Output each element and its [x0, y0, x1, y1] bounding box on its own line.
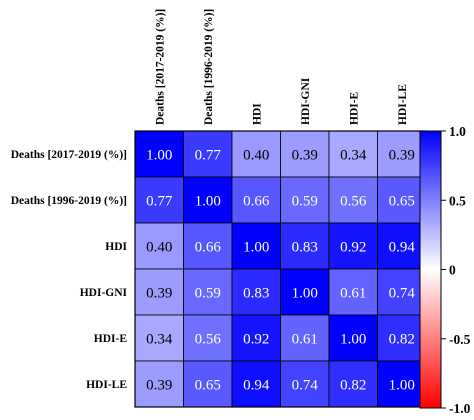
- cell-value-label: 0.34: [340, 148, 367, 164]
- heatmap-cell: [183, 176, 233, 224]
- heatmap-cell: [377, 360, 427, 408]
- heatmap-cell: [231, 268, 281, 316]
- colorbar-tick-label: 0.5: [449, 193, 466, 208]
- column-label: Deaths [1996-2019 (%)]: [203, 9, 215, 125]
- heatmap-cell: [328, 222, 378, 270]
- colorbar-tick-label: -0.5: [449, 332, 471, 347]
- row-label: HDI-LE: [86, 379, 127, 391]
- row-label: HDI-E: [94, 333, 128, 345]
- cell-value-label: 0.66: [195, 240, 222, 256]
- cell-value-label: 0.59: [292, 194, 318, 210]
- cell-value-label: 0.40: [243, 148, 269, 164]
- column-label: HDI-E: [348, 91, 360, 125]
- heatmap-cell: [134, 130, 184, 178]
- heatmap-cell: [134, 360, 184, 408]
- cell-value-label: 0.92: [243, 332, 269, 348]
- cell-value-label: 0.82: [389, 332, 415, 348]
- cell-value-label: 0.56: [195, 332, 222, 348]
- cell-value-label: 0.65: [389, 194, 415, 210]
- cell-value-label: 0.39: [292, 148, 318, 164]
- row-label: Deaths [2017-2019 (%)]: [11, 149, 127, 161]
- heatmap-cell: [280, 268, 330, 316]
- heatmap-cell: [280, 176, 330, 224]
- cell-value-label: 0.83: [243, 286, 269, 302]
- cell-value-label: 1.00: [146, 148, 172, 164]
- cell-value-label: 1.00: [243, 240, 269, 256]
- cell-value-label: 0.66: [243, 194, 270, 210]
- column-label: Deaths [2017-2019 (%)]: [154, 9, 166, 125]
- cell-value-label: 0.77: [146, 194, 173, 210]
- cell-value-label: 0.40: [146, 240, 172, 256]
- heatmap-cells: 1.00 0.77 0.40 0.39 0.34 0.39 0.77 1.00 0.66 0.59…: [134, 130, 427, 408]
- heatmap-cell: [280, 222, 330, 270]
- cell-value-label: 0.61: [292, 332, 318, 348]
- cell-value-label: 0.74: [389, 286, 416, 302]
- heatmap-cell: [134, 268, 184, 316]
- cell-value-label: 1.00: [389, 378, 415, 394]
- cell-value-label: 0.65: [195, 378, 221, 394]
- heatmap-cell: [377, 130, 427, 178]
- column-label: HDI-LE: [397, 84, 409, 125]
- cell-value-label: 1.00: [340, 332, 366, 348]
- cell-value-label: 0.61: [340, 286, 366, 302]
- column-labels: Deaths [2017-2019 (%)] Deaths [1996-2019 …: [154, 9, 409, 125]
- cell-value-label: 0.39: [146, 378, 172, 394]
- colorbar-tick-label: 1.0: [449, 124, 466, 139]
- heatmap-cell: [280, 314, 330, 362]
- cell-value-label: 0.83: [292, 240, 318, 256]
- row-labels: Deaths [2017-2019 (%)] Deaths [1996-2019 …: [11, 149, 128, 391]
- heatmap-cell: [328, 268, 378, 316]
- heatmap-cell: [183, 222, 233, 270]
- row-label: HDI: [105, 241, 127, 253]
- cell-value-label: 1.00: [195, 194, 221, 210]
- cell-value-label: 0.92: [340, 240, 366, 256]
- cell-value-label: 0.74: [292, 378, 319, 394]
- row-label: HDI-GNI: [80, 287, 128, 299]
- cell-value-label: 0.34: [146, 332, 173, 348]
- colorbar-gradient: [419, 130, 442, 409]
- colorbar: 1.0 0.5 0 -0.5 -1.0: [419, 124, 471, 416]
- cell-value-label: 1.00: [292, 286, 318, 302]
- colorbar-tick-label: 0: [449, 263, 456, 278]
- cell-value-label: 0.56: [340, 194, 367, 210]
- cell-value-label: 0.82: [340, 378, 366, 394]
- colorbar-tick-label: -1.0: [449, 401, 471, 416]
- heatmap-cell: [328, 314, 378, 362]
- heatmap-cell: [377, 176, 427, 224]
- cell-value-label: 0.39: [389, 148, 415, 164]
- column-label: HDI-GNI: [300, 77, 312, 125]
- cell-value-label: 0.94: [243, 378, 270, 394]
- heatmap-cell: [183, 130, 233, 178]
- row-label: Deaths [1996-2019 (%)]: [11, 195, 127, 207]
- column-label: HDI: [251, 103, 263, 125]
- cell-value-label: 0.59: [195, 286, 221, 302]
- heatmap-cell: [183, 268, 233, 316]
- cell-value-label: 0.94: [389, 240, 416, 256]
- cell-value-label: 0.39: [146, 286, 172, 302]
- heatmap-cell: [377, 222, 427, 270]
- heatmap-cell: [134, 314, 184, 362]
- cell-value-label: 0.77: [195, 148, 222, 164]
- heatmap-cell: [231, 314, 281, 362]
